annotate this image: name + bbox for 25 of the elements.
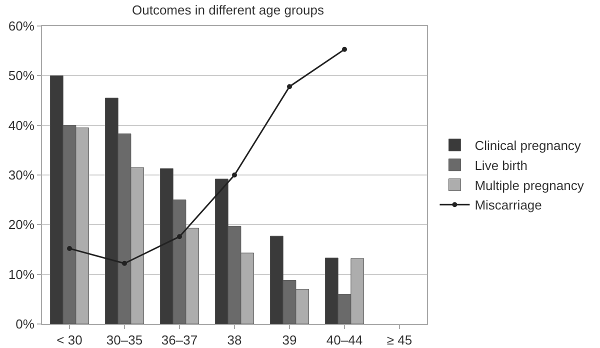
x-tick-label: < 30	[56, 332, 82, 348]
y-tick-label: 50%	[8, 68, 35, 84]
x-tick-label: 40–44	[326, 332, 363, 348]
point	[287, 84, 292, 90]
y-tick-label: 20%	[8, 217, 35, 232]
chart-title: Outcomes in different age groups	[132, 2, 324, 18]
legend-label: Miscarriage	[474, 198, 542, 213]
point	[122, 260, 127, 266]
point	[67, 246, 72, 252]
legend-label: Live birth	[474, 158, 528, 173]
legend-label: Multiple pregnancy	[474, 178, 584, 193]
x-tick-label: 38	[227, 332, 242, 348]
point	[232, 172, 237, 178]
point	[342, 46, 347, 52]
x-tick-label: 39	[282, 332, 297, 348]
x-tick-label: ≥ 45	[386, 332, 412, 348]
y-tick-label: 30%	[8, 168, 35, 183]
y-tick-label: 0%	[16, 316, 35, 332]
point	[177, 234, 182, 240]
y-tick-label: 40%	[8, 118, 35, 133]
x-tick-label: 36–37	[161, 332, 198, 348]
y-tick-label: 60%	[8, 18, 35, 34]
y-tick-label: 10%	[8, 266, 35, 282]
legend-label: Clinical pregnancy	[474, 138, 582, 154]
x-tick-label: 30–35	[106, 332, 143, 348]
